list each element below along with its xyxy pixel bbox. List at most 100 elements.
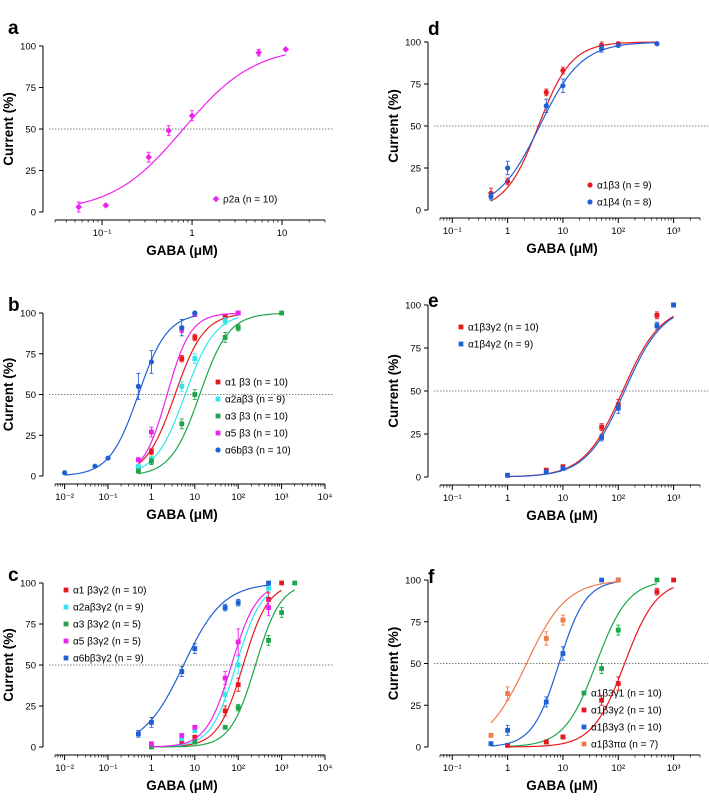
data-point — [222, 675, 228, 681]
fit-curve — [138, 312, 282, 475]
x-tick-label: 10⁻¹ — [443, 226, 462, 237]
x-axis-title: GABA (μM) — [146, 507, 218, 522]
data-point — [222, 692, 228, 697]
legend-label: α3 β3 (n = 10) — [225, 412, 288, 423]
x-tick-label: 10⁻¹ — [443, 763, 462, 774]
data-point — [222, 335, 228, 340]
series-4: α6bβ3 (n = 10) — [62, 310, 291, 476]
data-point — [192, 646, 198, 651]
legend-marker — [212, 195, 220, 203]
data-point — [179, 669, 185, 674]
fit-curve — [490, 581, 619, 724]
data-point — [149, 741, 154, 747]
data-point — [179, 739, 185, 745]
y-tick-label: 75 — [25, 349, 36, 360]
data-point — [599, 577, 605, 583]
fit-curve — [64, 315, 195, 476]
legend-marker — [581, 741, 587, 747]
data-point — [615, 405, 621, 411]
data-point — [222, 708, 228, 714]
fit-curve — [138, 317, 239, 470]
legend-label: α1 β3γ2 (n = 10) — [73, 586, 147, 597]
data-point — [488, 741, 494, 747]
y-tick-label: 50 — [25, 390, 36, 401]
panel-letter: f — [428, 567, 435, 588]
y-tick-label: 50 — [410, 387, 421, 398]
legend-label: α1β3γ2 (n = 10) — [591, 706, 662, 717]
fit-curve — [490, 581, 619, 747]
data-point — [192, 739, 198, 745]
fit-curve — [151, 590, 269, 748]
series-1: α2aβ3γ2 (n = 9) — [63, 584, 271, 748]
data-point — [671, 577, 677, 583]
y-tick-label: 75 — [25, 83, 36, 94]
data-point — [62, 470, 68, 476]
x-tick-label: 10⁻¹ — [93, 228, 112, 239]
x-axis-title: GABA (μM) — [146, 243, 218, 258]
y-tick-label: 100 — [405, 38, 421, 49]
data-point — [266, 585, 271, 591]
y-tick-label: 75 — [410, 617, 421, 628]
legend-marker — [63, 638, 69, 644]
x-axis-title: GABA (μM) — [526, 241, 598, 256]
data-point — [135, 731, 141, 737]
data-point — [165, 127, 172, 134]
series-0: ρ2a (n = 10) — [75, 46, 290, 213]
data-point — [148, 359, 155, 365]
y-tick-label: 25 — [410, 164, 421, 175]
y-tick-label: 0 — [416, 206, 421, 217]
y-tick-label: 75 — [410, 80, 421, 91]
data-point — [192, 335, 198, 340]
legend-label: α1 β3 (n = 10) — [225, 378, 288, 389]
panel-letter: a — [8, 18, 19, 39]
series-2: α1β3γ3 (n = 10) — [488, 577, 662, 747]
legend-marker — [215, 379, 221, 385]
x-tick-label: 10² — [611, 226, 625, 237]
data-point — [192, 310, 198, 316]
x-tick-label: 10 — [190, 763, 201, 774]
y-tick-label: 75 — [410, 344, 421, 355]
data-point — [222, 313, 228, 319]
y-tick-label: 50 — [410, 122, 421, 133]
y-axis-title: Current (%) — [1, 628, 16, 702]
legend-marker — [215, 430, 221, 436]
x-tick-label: 10³ — [667, 493, 681, 504]
x-tick-label: 10⁻¹ — [99, 492, 118, 503]
data-point — [279, 580, 285, 586]
x-tick-label: 10² — [231, 492, 245, 503]
panel-letter: d — [428, 19, 440, 40]
x-tick-label: 10³ — [275, 763, 289, 774]
data-point — [599, 46, 605, 52]
series-0: α1β3γ2 (n = 10) — [458, 302, 677, 478]
data-point — [222, 605, 228, 610]
data-point — [279, 310, 285, 316]
data-point — [102, 202, 110, 209]
data-point — [235, 600, 241, 606]
data-point — [543, 739, 549, 745]
data-point — [282, 46, 290, 53]
data-point — [615, 42, 621, 48]
x-tick-label: 10³ — [667, 226, 681, 237]
data-point — [488, 732, 494, 738]
data-point — [235, 325, 241, 331]
x-tick-label: 10² — [611, 493, 625, 504]
legend-label: α1β3γ2 (n = 10) — [468, 323, 539, 334]
legend-label: α1β3 (n = 9) — [597, 181, 652, 192]
data-point — [179, 383, 185, 389]
fit-curve — [507, 586, 674, 748]
legend-label: α5 β3 (n = 10) — [225, 429, 288, 440]
x-tick-label: 10³ — [667, 763, 681, 774]
legend-label: α1β4γ2 (n = 9) — [468, 340, 533, 351]
y-tick-label: 25 — [25, 702, 36, 713]
x-tick-label: 10⁻¹ — [443, 493, 462, 504]
fit-curve — [137, 314, 239, 465]
data-point — [560, 651, 566, 656]
data-point — [560, 83, 566, 89]
data-point — [192, 724, 198, 730]
legend-marker — [215, 447, 221, 453]
y-tick-label: 25 — [25, 431, 36, 442]
data-point — [266, 638, 271, 643]
x-tick-label: 10⁴ — [318, 763, 333, 774]
fit-curve — [490, 41, 657, 202]
y-tick-label: 100 — [20, 42, 36, 53]
